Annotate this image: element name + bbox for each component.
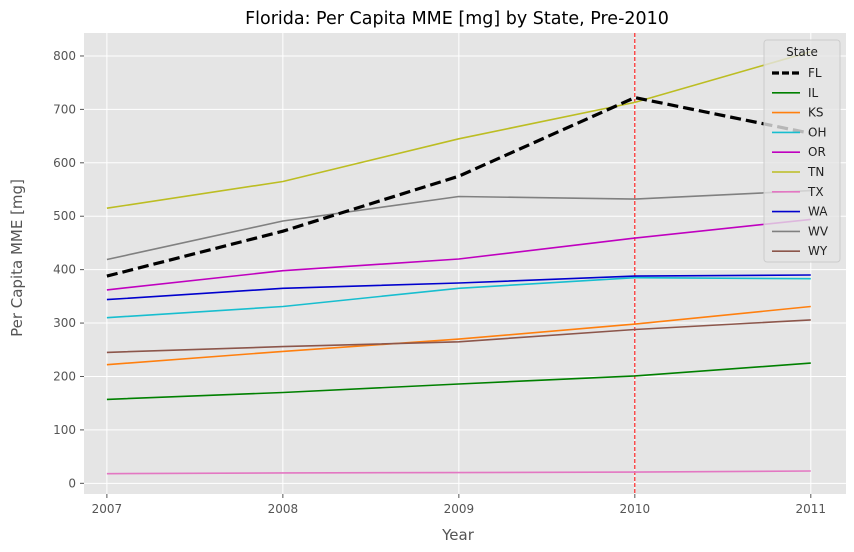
legend-title: State <box>786 45 818 59</box>
series-line-wv <box>106 189 811 261</box>
y-tick-label: 0 <box>68 476 76 490</box>
series-line-wy <box>106 319 811 354</box>
legend-box <box>763 39 841 263</box>
legend-label-wy: WY <box>808 244 828 258</box>
x-tick-label: 2009 <box>444 502 475 516</box>
y-tick-label: 800 <box>53 49 76 63</box>
y-axis-label: Per Capita MME [mg] <box>8 179 26 337</box>
legend-label-il: IL <box>808 86 819 100</box>
legend-label-or: OR <box>808 145 826 159</box>
x-tick-label: 2011 <box>796 502 827 516</box>
legend-label-wa: WA <box>808 205 828 219</box>
series-line-wa <box>106 274 811 301</box>
y-tick-label: 400 <box>53 263 76 277</box>
y-tick-label: 100 <box>53 423 76 437</box>
series-line-tn <box>106 50 812 209</box>
legend-label-ks: KS <box>808 106 824 120</box>
plot-area <box>84 33 846 494</box>
y-tick-label: 600 <box>53 156 76 170</box>
y-tick-label: 200 <box>53 369 76 383</box>
chart-title: Florida: Per Capita MME [mg] by State, P… <box>245 9 669 29</box>
x-tick-label: 2007 <box>92 502 123 516</box>
x-axis-label: Year <box>441 526 475 544</box>
series-line-fl <box>106 95 812 278</box>
legend-label-oh: OH <box>808 125 826 139</box>
series-line-or <box>106 218 811 291</box>
x-tick-label: 2010 <box>620 502 651 516</box>
legend-label-fl: FL <box>808 66 822 80</box>
y-tick-label: 300 <box>53 316 76 330</box>
series-line-oh <box>106 276 811 319</box>
series-line-tx <box>106 470 811 475</box>
y-axis-ticks: 0 100 200 300 400 500 600 700 800 <box>53 49 84 490</box>
series-line-il <box>106 362 811 401</box>
legend-label-tx: TX <box>807 185 824 199</box>
grid-lines <box>84 33 846 494</box>
y-tick-label: 500 <box>53 209 76 223</box>
x-axis-ticks: 2007 2008 2009 2010 2011 <box>92 494 826 516</box>
x-tick-label: 2008 <box>268 502 299 516</box>
y-tick-label: 700 <box>53 102 76 116</box>
legend-label-tn: TN <box>807 165 824 179</box>
legend-label-wv: WV <box>808 224 829 238</box>
legend: State FL IL KS OH OR TN TX WA WV WY <box>763 39 841 263</box>
series-line-ks <box>106 305 811 366</box>
series-lines <box>106 50 812 475</box>
